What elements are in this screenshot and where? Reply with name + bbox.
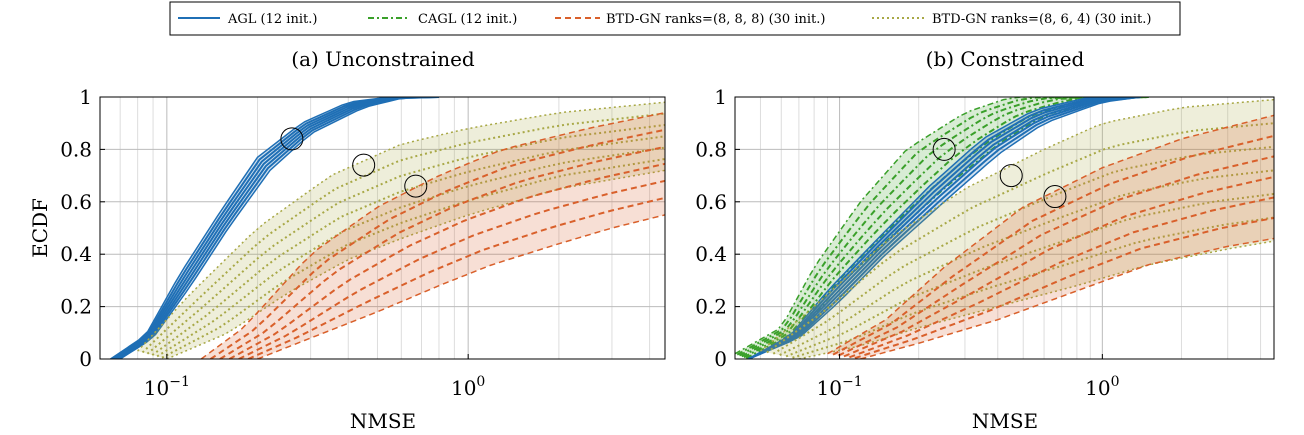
series-line-btd-gn-ranks-8-6-4-30-init: [151, 135, 665, 356]
legend-label-cagl: CAGL (12 init.): [418, 12, 517, 27]
series-line-agl-12-init: [748, 97, 1141, 359]
series-line-btd-gn-ranks-8-6-4-30-init: [785, 192, 1274, 358]
zoom-marker: [1043, 185, 1067, 209]
series-line-btd-gn-ranks-8-8-8-30-init: [827, 114, 1274, 355]
legend-item-btd864: BTD-GN ranks=(8, 6, 4) (30 init.): [872, 12, 1151, 27]
x-tick-label: 10−1: [144, 374, 190, 400]
zoom-marker: [404, 174, 428, 198]
legend-label-agl: AGL (12 init.): [227, 12, 317, 27]
x-tick-label: 10−1: [817, 374, 863, 400]
y-tick-label: 0: [714, 347, 727, 371]
panel-a-xlabel: NMSE: [350, 409, 416, 433]
series-line-agl-12-init: [747, 97, 1141, 359]
series-line-btd-gn-ranks-8-8-8-30-init: [860, 237, 1274, 359]
series-line-cagl-12-init: [736, 97, 1149, 356]
y-tick-label: 0.4: [695, 242, 727, 266]
panel-a: 0 0.2 0.4 0.6 0.8 1 10−1 100: [60, 85, 666, 400]
y-tick-label: 0.8: [60, 137, 92, 161]
panel-b-title: (b) Constrained: [926, 47, 1085, 71]
band-agl-12-init: [110, 97, 439, 359]
axes-frame: [99, 96, 666, 360]
y-tick-label: 0.8: [695, 137, 727, 161]
y-tick-label: 0.6: [60, 190, 92, 214]
series-line-cagl-12-init: [743, 97, 1149, 359]
series-line-agl-12-init: [747, 97, 1141, 359]
y-tick-label: 0: [79, 347, 92, 371]
panel-b-xlabel: NMSE: [972, 409, 1038, 433]
y-tick-label: 1: [714, 85, 727, 109]
series-line-btd-gn-ranks-8-6-4-30-init: [166, 169, 665, 359]
y-tick-label: 0.6: [695, 190, 727, 214]
zoom-marker: [280, 127, 304, 151]
legend-item-agl: AGL (12 init.): [178, 12, 317, 27]
x-tick-label: 100: [451, 374, 485, 400]
axes-frame: [734, 96, 1275, 360]
series-line-cagl-12-init: [735, 97, 1149, 355]
series-line-btd-gn-ranks-8-6-4-30-init: [772, 145, 1274, 355]
series-line-btd-gn-ranks-8-8-8-30-init: [228, 162, 665, 359]
series-line-btd-gn-ranks-8-8-8-30-init: [238, 179, 665, 359]
series-line-btd-gn-ranks-8-8-8-30-init: [849, 196, 1274, 359]
zoom-marker: [352, 153, 376, 177]
series-line-btd-gn-ranks-8-8-8-30-init: [200, 111, 665, 359]
series-line-agl-12-init: [748, 97, 1141, 359]
series-line-btd-gn-ranks-8-6-4-30-init: [161, 158, 665, 359]
series-line-btd-gn-ranks-8-6-4-30-init: [759, 98, 1274, 352]
series-line-btd-gn-ranks-8-8-8-30-init: [838, 155, 1274, 357]
plot-area: [735, 97, 1274, 359]
series-line-btd-gn-ranks-8-8-8-30-init: [219, 145, 665, 359]
series-line-agl-12-init: [748, 97, 1141, 359]
legend-item-cagl: CAGL (12 init.): [368, 12, 517, 27]
y-tick-label: 1: [79, 85, 92, 109]
zoom-marker: [932, 137, 956, 161]
series-line-btd-gn-ranks-8-8-8-30-init: [832, 134, 1274, 356]
series-line-btd-gn-ranks-8-8-8-30-init: [854, 216, 1274, 359]
series-line-btd-gn-ranks-8-6-4-30-init: [798, 240, 1274, 359]
series-line-cagl-12-init: [739, 97, 1149, 357]
panel-a-title: (a) Unconstrained: [291, 47, 475, 71]
panel-a-ylabel: ECDF: [28, 198, 52, 258]
band-btd-gn-ranks-8-8-8-30-init: [827, 115, 1274, 359]
legend: AGL (12 init.) CAGL (12 init.) BTD-GN ra…: [169, 1, 1181, 36]
y-tick-label: 0.4: [60, 242, 92, 266]
series-line-btd-gn-ranks-8-8-8-30-init: [257, 214, 665, 359]
legend-label-btd864: BTD-GN ranks=(8, 6, 4) (30 init.): [932, 12, 1151, 27]
series-line-btd-gn-ranks-8-6-4-30-init: [156, 146, 665, 358]
series-line-btd-gn-ranks-8-6-4-30-init: [141, 112, 665, 354]
plot-area: [110, 97, 665, 359]
series-line-btd-gn-ranks-8-8-8-30-init: [843, 175, 1274, 358]
series-line-cagl-12-init: [741, 97, 1149, 358]
series-line-btd-gn-ranks-8-6-4-30-init: [779, 169, 1274, 356]
panel-b: 0 0.2 0.4 0.6 0.8 1 10−1 100: [695, 85, 1275, 400]
series-line-btd-gn-ranks-8-6-4-30-init: [137, 101, 665, 352]
y-tick-label: 0.2: [60, 295, 92, 319]
legend-item-btd888: BTD-GN ranks=(8, 8, 8) (30 init.): [555, 12, 825, 27]
series-line-agl-12-init: [748, 97, 1141, 359]
series-line-btd-gn-ranks-8-8-8-30-init: [210, 128, 665, 359]
x-tick-label: 100: [1085, 374, 1119, 400]
series-line-agl-12-init: [110, 97, 439, 359]
legend-label-btd888: BTD-GN ranks=(8, 8, 8) (30 init.): [606, 12, 825, 27]
y-tick-label: 0.2: [695, 295, 727, 319]
zoom-marker: [999, 164, 1023, 188]
